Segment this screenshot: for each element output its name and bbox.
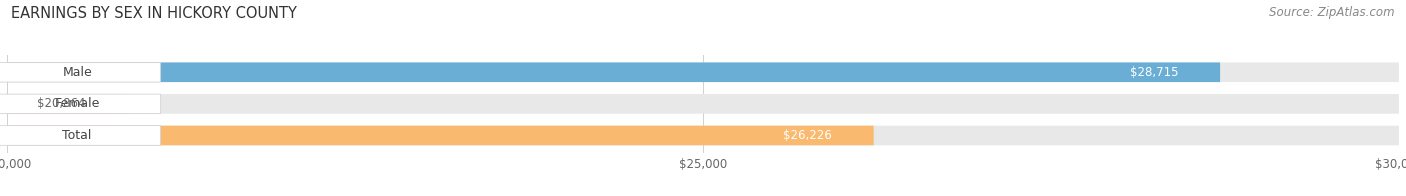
FancyBboxPatch shape xyxy=(0,94,160,114)
Text: Male: Male xyxy=(62,66,91,79)
Text: $28,715: $28,715 xyxy=(1130,66,1178,79)
Text: $26,226: $26,226 xyxy=(783,129,832,142)
FancyBboxPatch shape xyxy=(7,63,1220,82)
FancyBboxPatch shape xyxy=(0,126,160,145)
FancyBboxPatch shape xyxy=(7,126,873,145)
FancyBboxPatch shape xyxy=(7,63,1399,82)
FancyBboxPatch shape xyxy=(7,94,1399,114)
FancyBboxPatch shape xyxy=(7,126,1399,145)
FancyBboxPatch shape xyxy=(7,94,128,114)
FancyBboxPatch shape xyxy=(0,63,160,82)
Text: Source: ZipAtlas.com: Source: ZipAtlas.com xyxy=(1270,6,1395,19)
Text: Total: Total xyxy=(62,129,91,142)
Text: $20,864: $20,864 xyxy=(37,97,86,110)
Text: EARNINGS BY SEX IN HICKORY COUNTY: EARNINGS BY SEX IN HICKORY COUNTY xyxy=(11,6,297,21)
Text: Female: Female xyxy=(55,97,100,110)
